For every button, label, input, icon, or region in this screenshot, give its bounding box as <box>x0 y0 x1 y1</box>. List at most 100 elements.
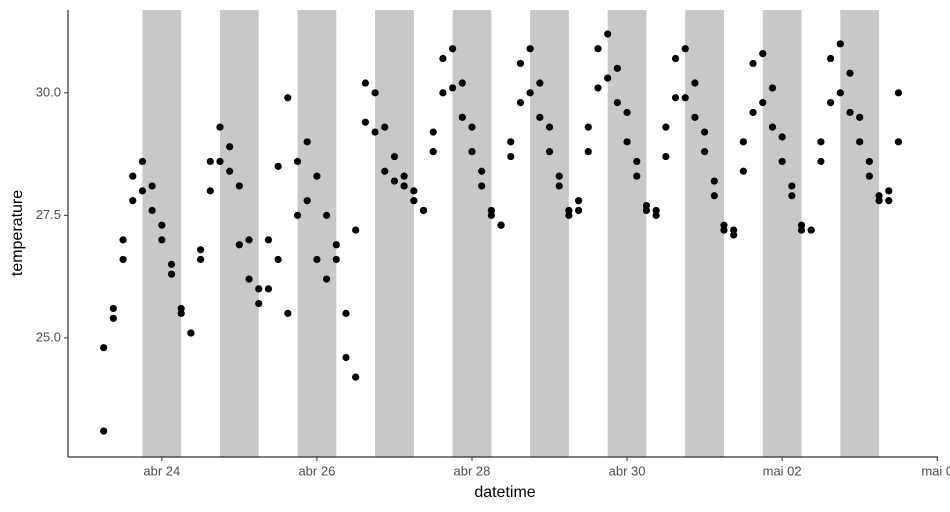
point <box>226 167 234 175</box>
point <box>642 206 651 215</box>
point <box>894 138 903 146</box>
point <box>439 54 447 63</box>
point <box>332 241 340 249</box>
y-tick-label: 27.5 <box>36 207 61 222</box>
point <box>138 157 147 166</box>
night-band <box>840 10 880 457</box>
point <box>768 84 777 92</box>
point <box>604 74 612 82</box>
point <box>158 221 166 229</box>
point <box>371 128 379 136</box>
point <box>681 45 689 53</box>
point <box>623 108 631 117</box>
point <box>177 309 185 317</box>
point <box>410 187 418 195</box>
point <box>788 182 796 190</box>
point <box>671 54 680 63</box>
point <box>584 148 592 156</box>
point <box>604 30 612 38</box>
y-tick-label: 30.0 <box>36 84 61 99</box>
point <box>885 187 893 195</box>
point <box>129 197 137 205</box>
point <box>730 231 738 239</box>
point <box>671 94 680 102</box>
point <box>255 299 263 308</box>
point <box>846 108 854 117</box>
night-band <box>762 10 802 457</box>
point <box>303 138 311 146</box>
point <box>885 197 893 205</box>
x-tick-label: mai 02 <box>763 463 802 478</box>
point <box>749 59 757 68</box>
point <box>497 221 505 229</box>
point <box>322 211 331 219</box>
point <box>865 157 873 166</box>
point <box>313 172 321 180</box>
point <box>187 329 195 337</box>
point <box>739 167 747 175</box>
point <box>584 123 592 131</box>
point <box>274 162 282 170</box>
point <box>652 211 660 219</box>
point <box>216 157 224 166</box>
point <box>487 211 495 219</box>
point <box>575 197 583 205</box>
point <box>575 206 583 215</box>
point <box>332 255 340 264</box>
point <box>419 206 428 215</box>
point <box>478 167 486 175</box>
point <box>293 211 302 219</box>
point <box>613 64 621 72</box>
point <box>352 373 360 381</box>
point <box>129 172 137 180</box>
point <box>739 138 747 146</box>
night-band <box>685 10 724 457</box>
point <box>710 192 718 200</box>
night-band <box>375 10 414 457</box>
point <box>865 172 873 180</box>
point <box>691 113 699 121</box>
point <box>216 123 224 131</box>
point <box>167 260 176 268</box>
point <box>759 99 767 107</box>
point <box>536 79 544 87</box>
point <box>856 138 864 146</box>
point <box>827 54 835 63</box>
point <box>293 157 302 166</box>
point <box>371 89 379 97</box>
point <box>439 89 447 97</box>
point <box>390 152 399 161</box>
x-tick-label: abr 26 <box>298 463 335 478</box>
x-tick-label: abr 28 <box>454 463 491 478</box>
point <box>827 99 835 107</box>
point <box>100 427 108 435</box>
point <box>342 353 350 362</box>
night-band <box>142 10 182 457</box>
point <box>264 236 273 244</box>
point <box>429 148 437 156</box>
point <box>894 89 903 97</box>
point <box>109 304 117 313</box>
night-shading <box>142 10 880 457</box>
point <box>119 255 127 264</box>
point <box>274 255 282 264</box>
point <box>565 206 573 215</box>
point <box>633 172 641 180</box>
point <box>555 172 563 180</box>
point <box>235 182 243 190</box>
point <box>158 236 166 244</box>
point <box>817 138 825 146</box>
point <box>303 197 311 205</box>
point <box>429 128 437 136</box>
point <box>478 182 486 190</box>
point <box>284 94 292 102</box>
point <box>100 344 108 352</box>
x-axis-title: datetime <box>474 484 535 501</box>
point <box>313 255 321 264</box>
point <box>138 187 147 195</box>
point <box>759 50 767 58</box>
point <box>836 89 844 97</box>
point <box>148 206 156 215</box>
point <box>410 197 418 205</box>
point <box>701 128 709 136</box>
